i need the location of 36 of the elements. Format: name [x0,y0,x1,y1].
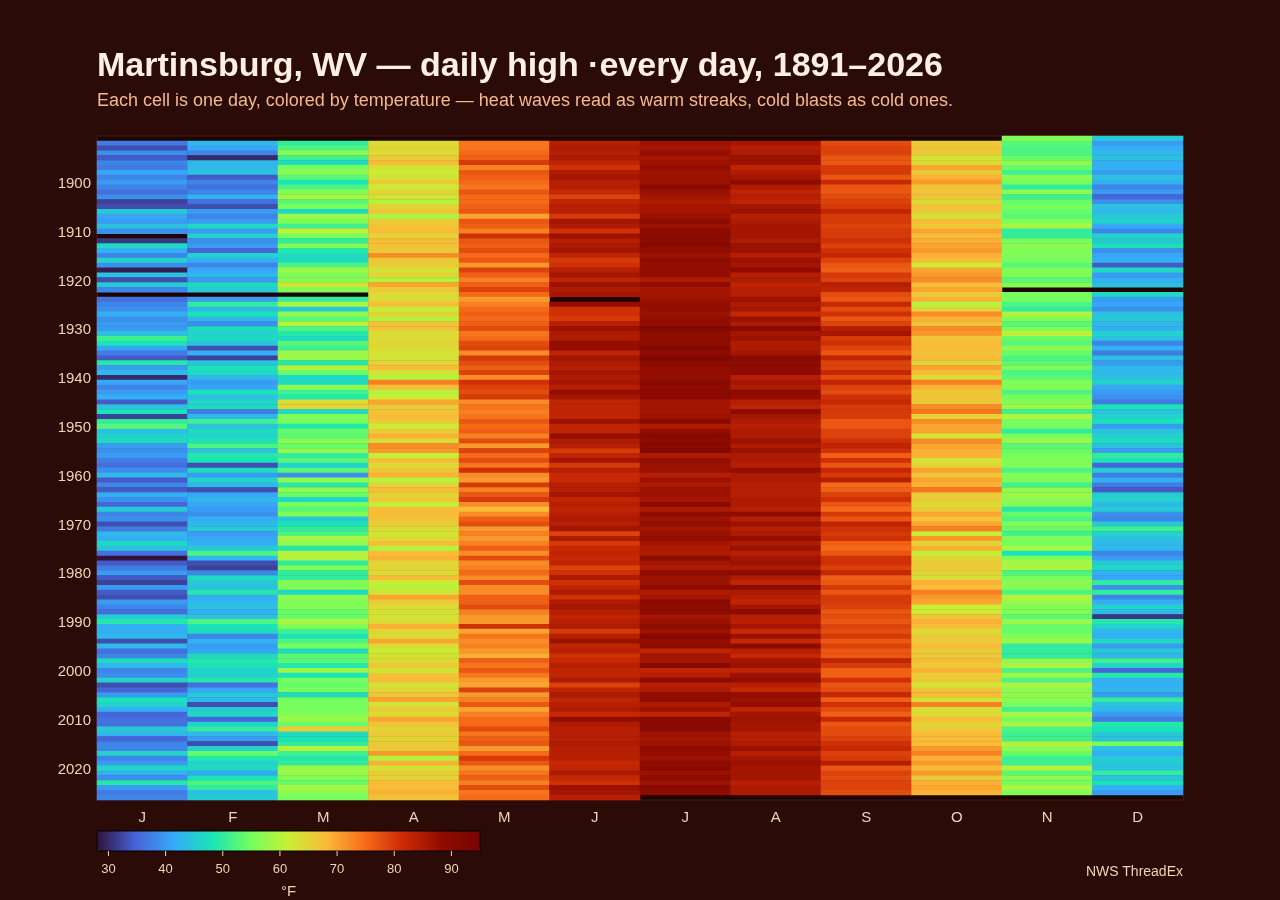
text: NWS ThreadEx [1086,863,1183,879]
y-tick-label: 1910 [57,222,91,240]
y-tick-label: 1980 [57,564,91,582]
x-tick-label: M [317,808,330,825]
color-bar-title: °F [280,881,297,899]
chart-title: Martinsburg, WV — daily high ·every day, 1891–2026 [97,45,943,83]
y-tick-label: 1920 [57,271,91,289]
color-bar-label: 50 [215,860,230,876]
chart-subtitle: Each cell is one day, colored by temperature — heat waves read as warm streaks, cold blasts as cold ones. [97,90,954,110]
x-tick-label: N [1041,808,1053,825]
color-bar-label: 60 [272,860,288,876]
color-bar-label: 90 [444,860,459,876]
x-tick-label: A [770,808,781,825]
y-tick-label: 1930 [57,320,91,338]
x-tick-label: J [681,808,689,825]
color-bar-label: 80 [387,860,402,876]
color-bar-label: 30 [101,860,116,876]
x-tick-label: A [408,808,419,825]
color-bar-label: 70 [329,860,345,876]
x-tick-label: O [950,808,963,825]
x-tick-label: F [228,808,238,825]
y-tick-label: 1970 [57,515,91,533]
x-tick-label: J [591,808,599,825]
y-tick-label: 1990 [57,613,91,631]
x-tick-label: D [1132,808,1144,825]
x-tick-label: J [138,808,146,825]
x-tick-label: M [498,808,511,825]
y-tick-label: 1950 [57,418,91,435]
y-tick-label: 2000 [57,662,91,680]
x-tick-label: S [861,808,872,825]
y-tick-label: 1960 [57,466,91,484]
y-tick-label: 2020 [57,759,91,777]
y-tick-label: 2010 [57,710,91,728]
y-tick-label: 1940 [57,369,91,387]
y-tick-label: 1900 [57,173,91,191]
color-bar-label: 40 [158,860,173,876]
